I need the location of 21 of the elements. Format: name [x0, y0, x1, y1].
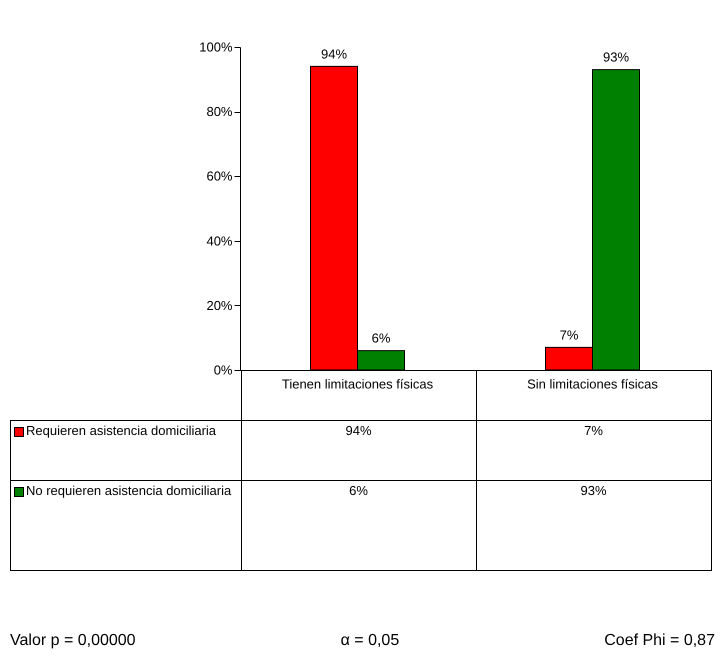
data-label: 7%	[476, 420, 711, 480]
data-label: 94%	[241, 420, 476, 480]
text: Valor p = 0,00000	[10, 632, 136, 650]
text: 6%	[372, 330, 390, 346]
data-label: 93%	[476, 480, 711, 570]
y-tick-label: 100%	[199, 40, 233, 54]
y-tick-label: 80%	[206, 104, 233, 120]
x-tick-label: Sin limitaciones físicas	[527, 376, 658, 392]
text: α = 0,05	[340, 632, 400, 650]
y-tick-label: 20%	[206, 298, 233, 313]
x-tick-label: Tienen limitaciones físicas	[282, 376, 434, 392]
text: 7%	[560, 327, 578, 342]
text: Coef Phi = 0,87	[604, 632, 715, 650]
text: 93%	[602, 50, 630, 65]
legend-label: Requieren asistencia domiciliaria	[10, 420, 241, 480]
y-tick-label: 40%	[206, 233, 233, 248]
data-label: 6%	[241, 480, 476, 570]
y-tick-label: 0%	[214, 362, 233, 378]
legend-label: No requieren asistencia domiciliaria	[10, 480, 241, 570]
y-tick-label: 60%	[206, 168, 233, 184]
text: 94%	[320, 46, 348, 62]
